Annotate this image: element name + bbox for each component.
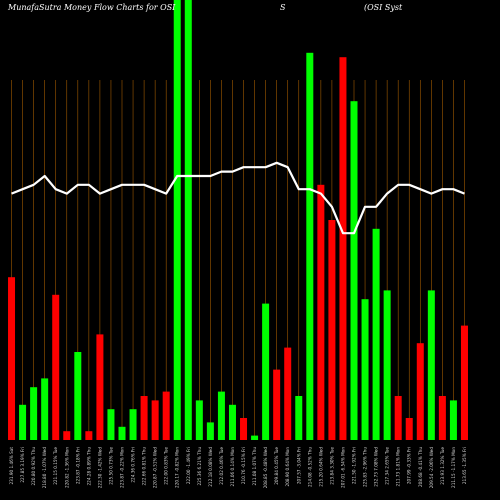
x-tick-label: 213.65 -1.35% Fri [462,447,467,484]
money-flow-bar [30,387,38,440]
money-flow-bar [85,431,93,440]
x-tick-label: 208.85 -0.48% Wed [263,447,268,489]
x-tick-label: 222.00 -1.49% Fri [186,447,191,484]
money-flow-bar [129,409,137,440]
money-flow-bar [394,396,402,440]
x-tick-label: 225.36 6.21% Thu [197,447,202,486]
x-tick-label: 231.90 1.46% Sat [9,447,14,485]
x-tick-label: 222.00 0.83% Tue [164,447,169,485]
money-flow-bar [361,299,369,440]
money-flow-bar [8,277,16,440]
x-tick-label: 217.34 2.65% Tue [385,447,390,485]
x-tick-label: 207.01 -6.54% Mon [340,447,345,488]
x-tick-label: 211.06 0.14% Mon [230,447,235,487]
money-flow-bars [8,0,468,441]
money-flow-bar [251,435,259,440]
x-tick-label: 211.15 -1.17% Mon [451,447,456,488]
money-flow-bar [217,391,225,440]
x-tick-label: 227.85 3.19% Fri [20,447,25,483]
x-tick-label: 207.57 -3.04% Fri [296,447,301,484]
money-flow-bar [206,422,214,440]
x-tick-label: 212.02 0.46% Tue [219,447,224,485]
x-tick-label: 212.18 0.08% Wed [208,447,213,487]
x-tick-label: 223.87 -0.22% Mon [120,447,125,488]
x-tick-label: 220.87 -0.51% Wed [153,447,158,489]
money-flow-bar [96,334,104,440]
money-flow-bar [295,396,303,440]
x-tick-label: 222.66 0.81% Thu [142,447,147,486]
x-tick-label: 221.50 -1.92% Fri [352,447,357,484]
x-tick-label: 209.84 0.45% Tue [274,447,279,485]
chart-subtitle-ticker: S [280,3,286,12]
money-flow-bar [262,303,270,440]
money-flow-bar [416,343,424,440]
money-flow-bar [317,184,325,440]
x-tick-label: 211.73 1.81% Mon [396,447,401,487]
x-tick-label: 220.17 -0.82% Mon [175,447,180,488]
x-tick-label: 224.28 0.89% Thu [86,447,91,486]
money-flow-bar [195,400,203,440]
x-tick-label: 210.76 -0.15% Fri [241,447,246,484]
x-tick-label: 223.87 -0.18% Fri [75,447,80,484]
x-tick-label: 220.82 -1.36% Mon [64,447,69,488]
money-flow-bar [173,0,181,440]
money-flow-bar [228,404,236,440]
x-tick-label: 225.83 -2.96% Thu [363,447,368,487]
x-tick-label: 208.90 0.64% Mon [285,447,290,487]
money-flow-bar [372,228,380,440]
x-tick-label: 207.99 -0.33% Fri [407,447,412,484]
money-flow-bar [449,400,457,440]
money-flow-bar [63,431,71,440]
money-flow-bar [19,404,27,440]
x-tick-label: 213.93 1.32% Tue [440,447,445,485]
money-flow-bar [184,0,192,440]
x-tick-label: 208.68 -0.41% Thu [418,447,423,487]
x-tick-label: 213.84 3.30% Tue [329,447,334,485]
money-flow-bar [383,290,391,440]
money-flow-bar [284,347,292,440]
x-axis-labels: 231.90 1.46% Sat 227.85 3.19% Fri 220.80 0… [9,447,467,489]
money-flow-bar [427,290,435,440]
money-flow-bar [107,409,115,440]
x-tick-label: 209.54 -2.06% Wed [429,447,434,489]
money-flow-bar [350,101,358,440]
money-flow-bar [339,57,347,440]
money-flow-bar [438,396,446,440]
money-flow-bar [118,426,126,440]
money-flow-bar [306,52,314,441]
money-flow-bar [140,396,148,440]
x-tick-label: 215.20 0.64% Wed [318,447,323,487]
x-tick-label: 221.15 0.15% Tue [53,447,58,485]
money-flow-bar [405,418,413,440]
x-tick-label: 220.80 0.92% Thu [31,447,36,486]
x-tick-label: 224.36 0.76% Fri [131,447,136,483]
price-line [11,161,465,235]
money-flow-bar [240,418,248,440]
money-flow-bar [151,400,159,440]
x-tick-label: 218.80 -1.07% Wed [42,447,47,489]
chart-title: MunafaSutra Money Flow Charts for OSI [7,3,176,12]
x-tick-label: 222.30 -1.42% Wed [97,447,102,489]
money-flow-bar [273,369,281,440]
money-flow-bar [162,391,170,440]
money-flow-bar [52,294,60,440]
money-flow-bar [74,352,82,440]
money-flow-bar [328,220,336,440]
x-tick-label: 232.73 7.08% Wed [374,447,379,487]
money-flow-bar [460,325,468,440]
money-flow-bar [41,378,49,440]
x-tick-label: 211.08 1.07% Thu [252,447,257,486]
x-tick-label: 214.08 -0.52% Thu [307,447,312,487]
x-tick-label: 225.50 0.73% Tue [108,447,113,485]
chart-subtitle-company: (OSI Syst [364,3,403,12]
